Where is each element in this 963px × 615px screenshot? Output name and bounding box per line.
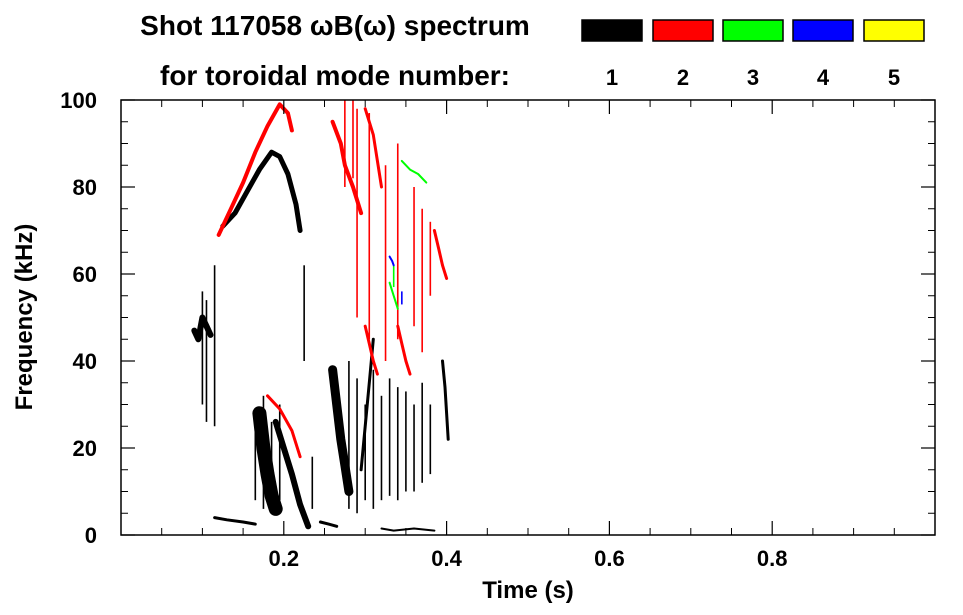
trace-mode-1-0 xyxy=(191,314,214,343)
legend-swatch-mode-3 xyxy=(722,19,784,42)
trace-mode-1-8 xyxy=(328,365,354,496)
y-tick-label: 100 xyxy=(60,88,97,113)
y-tick-label: 40 xyxy=(73,349,97,374)
y-axis-label: Frequency (kHz) xyxy=(11,224,38,411)
trace-mode-1-4 xyxy=(272,418,312,530)
x-tick-label: 0.2 xyxy=(269,546,300,571)
x-tick-label: 0.6 xyxy=(594,546,625,571)
trace-mode-1-1 xyxy=(220,149,303,233)
legend-swatch-mode-1 xyxy=(581,19,643,42)
trace-mode-3-17 xyxy=(388,281,399,310)
plot-frame xyxy=(120,99,936,536)
spectrogram-data xyxy=(191,100,450,532)
legend-swatch-mode-2 xyxy=(652,19,714,42)
trace-mode-1-3 xyxy=(252,406,283,516)
trace-mode-1-6 xyxy=(213,516,257,526)
trace-mode-2-9 xyxy=(330,119,364,216)
x-axis-label: Time (s) xyxy=(482,577,574,604)
trace-mode-3-14 xyxy=(400,159,428,184)
trace-mode-2-10 xyxy=(363,107,383,189)
chart-title-line2: for toroidal mode number: xyxy=(160,60,510,91)
trace-mode-2-12 xyxy=(363,324,379,376)
y-tick-label: 60 xyxy=(73,262,97,287)
trace-mode-1-7 xyxy=(318,520,339,528)
legend-swatch-mode-4 xyxy=(792,19,854,42)
chart-title-line1: Shot 117058 ωB(ω) spectrum xyxy=(140,10,530,41)
trace-mode-2-16 xyxy=(432,229,449,280)
legend-label-mode-1: 1 xyxy=(606,65,618,90)
y-tick-label: 80 xyxy=(73,175,97,200)
trace-mode-1-18 xyxy=(441,359,450,441)
trace-mode-2-5 xyxy=(266,394,302,459)
legend-swatch-mode-5 xyxy=(863,19,925,42)
legend-label-mode-4: 4 xyxy=(817,65,830,90)
trace-mode-2-13 xyxy=(396,324,412,376)
legend-label-mode-3: 3 xyxy=(747,65,759,90)
x-tick-label: 0.8 xyxy=(757,546,788,571)
legend-label-mode-2: 2 xyxy=(677,65,689,90)
trace-mode-1-19 xyxy=(380,527,436,532)
legend-label-mode-5: 5 xyxy=(888,65,900,90)
axis-ticks: 0.2 0.4 0.6 0.8 0 20 40 60 80 100 xyxy=(60,88,935,571)
y-tick-label: 0 xyxy=(85,523,97,548)
trace-mode-2-2 xyxy=(216,102,294,237)
x-tick-label: 0.4 xyxy=(431,546,462,571)
mode-number-legend: 1 2 3 4 5 xyxy=(581,19,925,90)
trace-mode-1-11 xyxy=(359,337,375,472)
trace-mode-4-15 xyxy=(388,255,395,267)
y-tick-label: 20 xyxy=(73,436,97,461)
